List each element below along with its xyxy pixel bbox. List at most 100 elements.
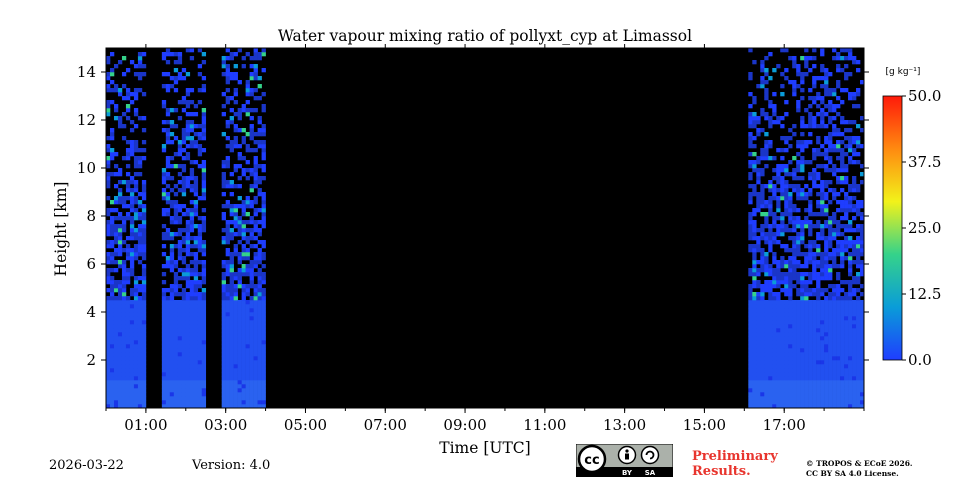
heatmap-cell bbox=[808, 316, 813, 321]
heatmap-cell bbox=[812, 64, 817, 69]
heatmap-cell bbox=[852, 356, 857, 361]
heatmap-cell bbox=[820, 300, 825, 305]
heatmap-cell bbox=[233, 388, 238, 393]
heatmap-cell bbox=[233, 164, 238, 169]
heatmap-cell bbox=[852, 396, 857, 401]
heatmap-cell bbox=[233, 220, 238, 225]
heatmap-cell bbox=[852, 304, 857, 309]
heatmap-cell bbox=[764, 380, 769, 385]
heatmap-cell bbox=[820, 256, 825, 261]
heatmap-cell bbox=[261, 176, 266, 181]
heatmap-cell bbox=[225, 144, 230, 149]
heatmap-cell bbox=[173, 152, 179, 157]
heatmap-cell bbox=[780, 336, 785, 341]
heatmap-cell bbox=[185, 104, 191, 109]
heatmap-cell bbox=[125, 336, 131, 341]
heatmap-cell bbox=[133, 400, 139, 405]
heatmap-cell bbox=[233, 340, 238, 345]
heatmap-cell bbox=[133, 208, 139, 213]
heatmap-cell bbox=[113, 384, 119, 389]
heatmap-cell bbox=[201, 348, 207, 353]
heatmap-cell bbox=[233, 92, 238, 97]
heatmap-cell bbox=[253, 156, 258, 161]
heatmap-cell bbox=[768, 204, 773, 209]
heatmap-cell bbox=[177, 376, 183, 381]
heatmap-cell bbox=[860, 272, 865, 277]
heatmap-cell bbox=[113, 196, 119, 201]
heatmap-cell bbox=[125, 68, 131, 73]
heatmap-cell bbox=[241, 104, 246, 109]
heatmap-cell bbox=[860, 80, 865, 85]
heatmap-cell bbox=[237, 276, 242, 281]
heatmap-cell bbox=[848, 356, 853, 361]
heatmap-cell bbox=[161, 320, 167, 325]
heatmap-cell bbox=[776, 328, 781, 333]
heatmap-cell bbox=[249, 200, 254, 205]
heatmap-cell bbox=[193, 280, 199, 285]
heatmap-cell bbox=[780, 324, 785, 329]
heatmap-cell bbox=[856, 160, 861, 165]
heatmap-cell bbox=[113, 104, 119, 109]
heatmap-cell bbox=[181, 296, 187, 301]
heatmap-cell bbox=[772, 344, 777, 349]
heatmap-cell bbox=[185, 344, 191, 349]
heatmap-cell bbox=[824, 324, 829, 329]
heatmap-cell bbox=[249, 168, 254, 173]
heatmap-cell bbox=[852, 184, 857, 189]
heatmap-cell bbox=[768, 224, 773, 229]
heatmap-cell bbox=[816, 356, 821, 361]
heatmap-cell bbox=[253, 336, 258, 341]
heatmap-cell bbox=[141, 328, 147, 333]
heatmap-cell bbox=[860, 316, 865, 321]
heatmap-cell bbox=[848, 340, 853, 345]
heatmap-cell bbox=[197, 336, 203, 341]
heatmap-cell bbox=[804, 124, 809, 129]
heatmap-cell bbox=[133, 244, 139, 249]
heatmap-cell bbox=[760, 236, 765, 241]
heatmap-cell bbox=[233, 224, 238, 229]
heatmap-cell bbox=[169, 236, 175, 241]
heatmap-cell bbox=[788, 328, 793, 333]
heatmap-cell bbox=[233, 404, 238, 409]
heatmap-cell bbox=[812, 276, 817, 281]
heatmap-cell bbox=[113, 332, 119, 337]
heatmap-cell bbox=[808, 260, 813, 265]
heatmap-cell bbox=[173, 244, 179, 249]
heatmap-cell bbox=[121, 248, 127, 253]
heatmap-cell bbox=[788, 344, 793, 349]
heatmap-cell bbox=[844, 328, 849, 333]
heatmap-cell bbox=[780, 164, 785, 169]
heatmap-cell bbox=[840, 404, 845, 409]
heatmap-cell bbox=[181, 212, 187, 217]
heatmap-cell bbox=[173, 336, 179, 341]
heatmap-cell bbox=[185, 248, 191, 253]
heatmap-cell bbox=[237, 352, 242, 357]
heatmap-cell bbox=[824, 288, 829, 293]
colorbar bbox=[882, 95, 903, 361]
heatmap-cell bbox=[181, 376, 187, 381]
heatmap-cell bbox=[760, 172, 765, 177]
heatmap-cell bbox=[141, 192, 147, 197]
heatmap-cell bbox=[792, 308, 797, 313]
heatmap-cell bbox=[189, 124, 195, 129]
heatmap-cell bbox=[756, 176, 761, 181]
heatmap-cell bbox=[792, 304, 797, 309]
heatmap-cell bbox=[820, 400, 825, 405]
heatmap-cell bbox=[165, 336, 171, 341]
heatmap-cell bbox=[784, 180, 789, 185]
heatmap-cell bbox=[169, 204, 175, 209]
heatmap-cell bbox=[760, 388, 765, 393]
heatmap-cell bbox=[808, 56, 813, 61]
heatmap-cell bbox=[257, 260, 262, 265]
heatmap-cell bbox=[840, 352, 845, 357]
heatmap-cell bbox=[808, 96, 813, 101]
heatmap-cell bbox=[788, 364, 793, 369]
cc-license-badge[interactable]: cc BY SA bbox=[575, 443, 674, 478]
heatmap-cell bbox=[800, 364, 805, 369]
heatmap-cell bbox=[249, 228, 254, 233]
heatmap-cell bbox=[760, 360, 765, 365]
heatmap-cell bbox=[229, 396, 234, 401]
heatmap-cell bbox=[840, 232, 845, 237]
heatmap-cell bbox=[185, 324, 191, 329]
heatmap-cell bbox=[832, 256, 837, 261]
